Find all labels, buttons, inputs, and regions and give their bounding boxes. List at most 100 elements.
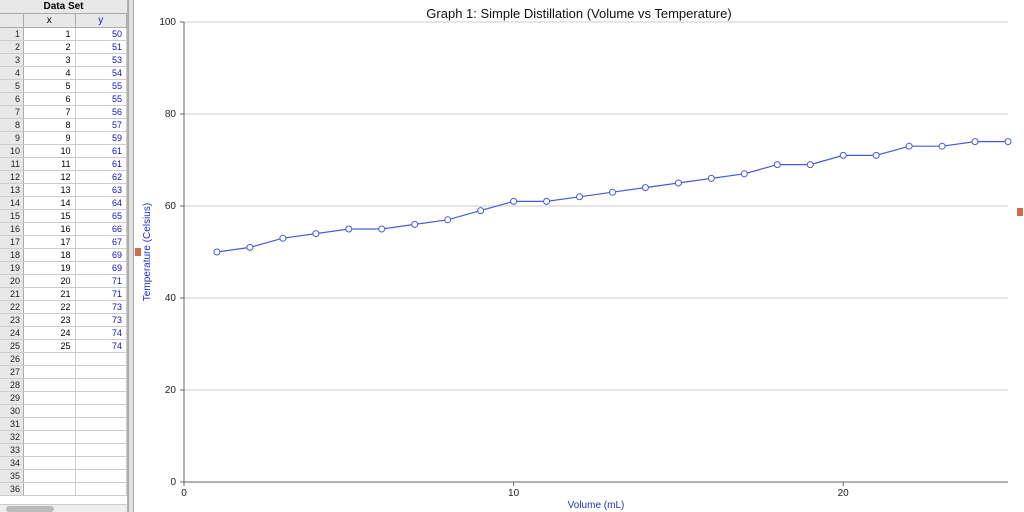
cell-x[interactable]: 24 [24, 327, 76, 339]
cell-y[interactable]: 61 [76, 158, 128, 170]
data-point[interactable] [906, 143, 912, 149]
cell-y[interactable] [76, 379, 128, 391]
data-point[interactable] [807, 162, 813, 168]
data-point[interactable] [972, 139, 978, 145]
cell-x[interactable]: 13 [24, 184, 76, 196]
table-row[interactable]: 28 [0, 379, 127, 392]
cell-y[interactable] [76, 353, 128, 365]
cell-y[interactable]: 54 [76, 67, 128, 79]
cell-y[interactable] [76, 366, 128, 378]
col-header-x[interactable]: x [24, 14, 76, 27]
data-point[interactable] [445, 217, 451, 223]
table-body[interactable]: 1150225133534454555566557756885799591010… [0, 28, 127, 504]
data-point[interactable] [873, 152, 879, 158]
cell-x[interactable]: 11 [24, 158, 76, 170]
cell-y[interactable]: 71 [76, 288, 128, 300]
table-row[interactable]: 2251 [0, 41, 127, 54]
cell-x[interactable]: 19 [24, 262, 76, 274]
table-row[interactable]: 6655 [0, 93, 127, 106]
cell-x[interactable]: 17 [24, 236, 76, 248]
data-point[interactable] [741, 171, 747, 177]
cell-y[interactable]: 57 [76, 119, 128, 131]
table-row[interactable]: 34 [0, 457, 127, 470]
data-point[interactable] [214, 249, 220, 255]
table-row[interactable]: 131363 [0, 184, 127, 197]
table-row[interactable]: 171767 [0, 236, 127, 249]
table-row[interactable]: 1150 [0, 28, 127, 41]
data-point[interactable] [708, 175, 714, 181]
data-point[interactable] [609, 189, 615, 195]
cell-y[interactable]: 64 [76, 197, 128, 209]
cell-y[interactable]: 74 [76, 340, 128, 352]
cell-x[interactable]: 8 [24, 119, 76, 131]
cell-x[interactable]: 2 [24, 41, 76, 53]
cell-x[interactable]: 1 [24, 28, 76, 40]
table-scrollbar-horizontal[interactable] [0, 504, 127, 512]
cell-y[interactable]: 66 [76, 223, 128, 235]
cell-x[interactable]: 5 [24, 80, 76, 92]
table-row[interactable]: 36 [0, 483, 127, 496]
cell-x[interactable] [24, 483, 76, 495]
data-point[interactable] [346, 226, 352, 232]
data-point[interactable] [642, 185, 648, 191]
cell-y[interactable]: 51 [76, 41, 128, 53]
data-point[interactable] [577, 194, 583, 200]
table-row[interactable]: 202071 [0, 275, 127, 288]
resize-handle-left[interactable] [135, 248, 141, 256]
cell-x[interactable]: 16 [24, 223, 76, 235]
table-row[interactable]: 121262 [0, 171, 127, 184]
table-row[interactable]: 7756 [0, 106, 127, 119]
table-row[interactable]: 222273 [0, 301, 127, 314]
table-row[interactable]: 151565 [0, 210, 127, 223]
data-point[interactable] [412, 221, 418, 227]
cell-y[interactable]: 73 [76, 314, 128, 326]
cell-y[interactable]: 69 [76, 249, 128, 261]
cell-y[interactable]: 55 [76, 93, 128, 105]
cell-x[interactable]: 20 [24, 275, 76, 287]
data-point[interactable] [511, 198, 517, 204]
table-row[interactable]: 32 [0, 431, 127, 444]
resize-handle-right[interactable] [1017, 208, 1023, 216]
cell-y[interactable]: 56 [76, 106, 128, 118]
table-row[interactable]: 181869 [0, 249, 127, 262]
table-row[interactable]: 30 [0, 405, 127, 418]
cell-x[interactable]: 23 [24, 314, 76, 326]
cell-x[interactable] [24, 444, 76, 456]
cell-x[interactable]: 21 [24, 288, 76, 300]
table-row[interactable]: 3353 [0, 54, 127, 67]
cell-x[interactable] [24, 431, 76, 443]
cell-y[interactable] [76, 405, 128, 417]
table-row[interactable]: 101061 [0, 145, 127, 158]
cell-x[interactable]: 12 [24, 171, 76, 183]
cell-x[interactable]: 3 [24, 54, 76, 66]
cell-x[interactable]: 15 [24, 210, 76, 222]
cell-x[interactable] [24, 379, 76, 391]
table-row[interactable]: 5555 [0, 80, 127, 93]
cell-x[interactable] [24, 353, 76, 365]
series-line[interactable] [217, 142, 1008, 252]
table-row[interactable]: 141464 [0, 197, 127, 210]
data-point[interactable] [247, 244, 253, 250]
cell-y[interactable]: 50 [76, 28, 128, 40]
table-row[interactable]: 161666 [0, 223, 127, 236]
data-point[interactable] [675, 180, 681, 186]
table-row[interactable]: 33 [0, 444, 127, 457]
data-point[interactable] [840, 152, 846, 158]
data-point[interactable] [939, 143, 945, 149]
cell-y[interactable]: 73 [76, 301, 128, 313]
cell-x[interactable]: 7 [24, 106, 76, 118]
scrollbar-thumb[interactable] [6, 506, 54, 512]
table-row[interactable]: 4454 [0, 67, 127, 80]
cell-y[interactable] [76, 470, 128, 482]
cell-x[interactable] [24, 392, 76, 404]
col-header-y[interactable]: y [76, 14, 128, 27]
cell-x[interactable] [24, 457, 76, 469]
cell-x[interactable]: 10 [24, 145, 76, 157]
table-row[interactable]: 191969 [0, 262, 127, 275]
cell-x[interactable]: 6 [24, 93, 76, 105]
table-row[interactable]: 27 [0, 366, 127, 379]
table-row[interactable]: 35 [0, 470, 127, 483]
cell-x[interactable]: 22 [24, 301, 76, 313]
table-row[interactable]: 111161 [0, 158, 127, 171]
data-point[interactable] [774, 162, 780, 168]
